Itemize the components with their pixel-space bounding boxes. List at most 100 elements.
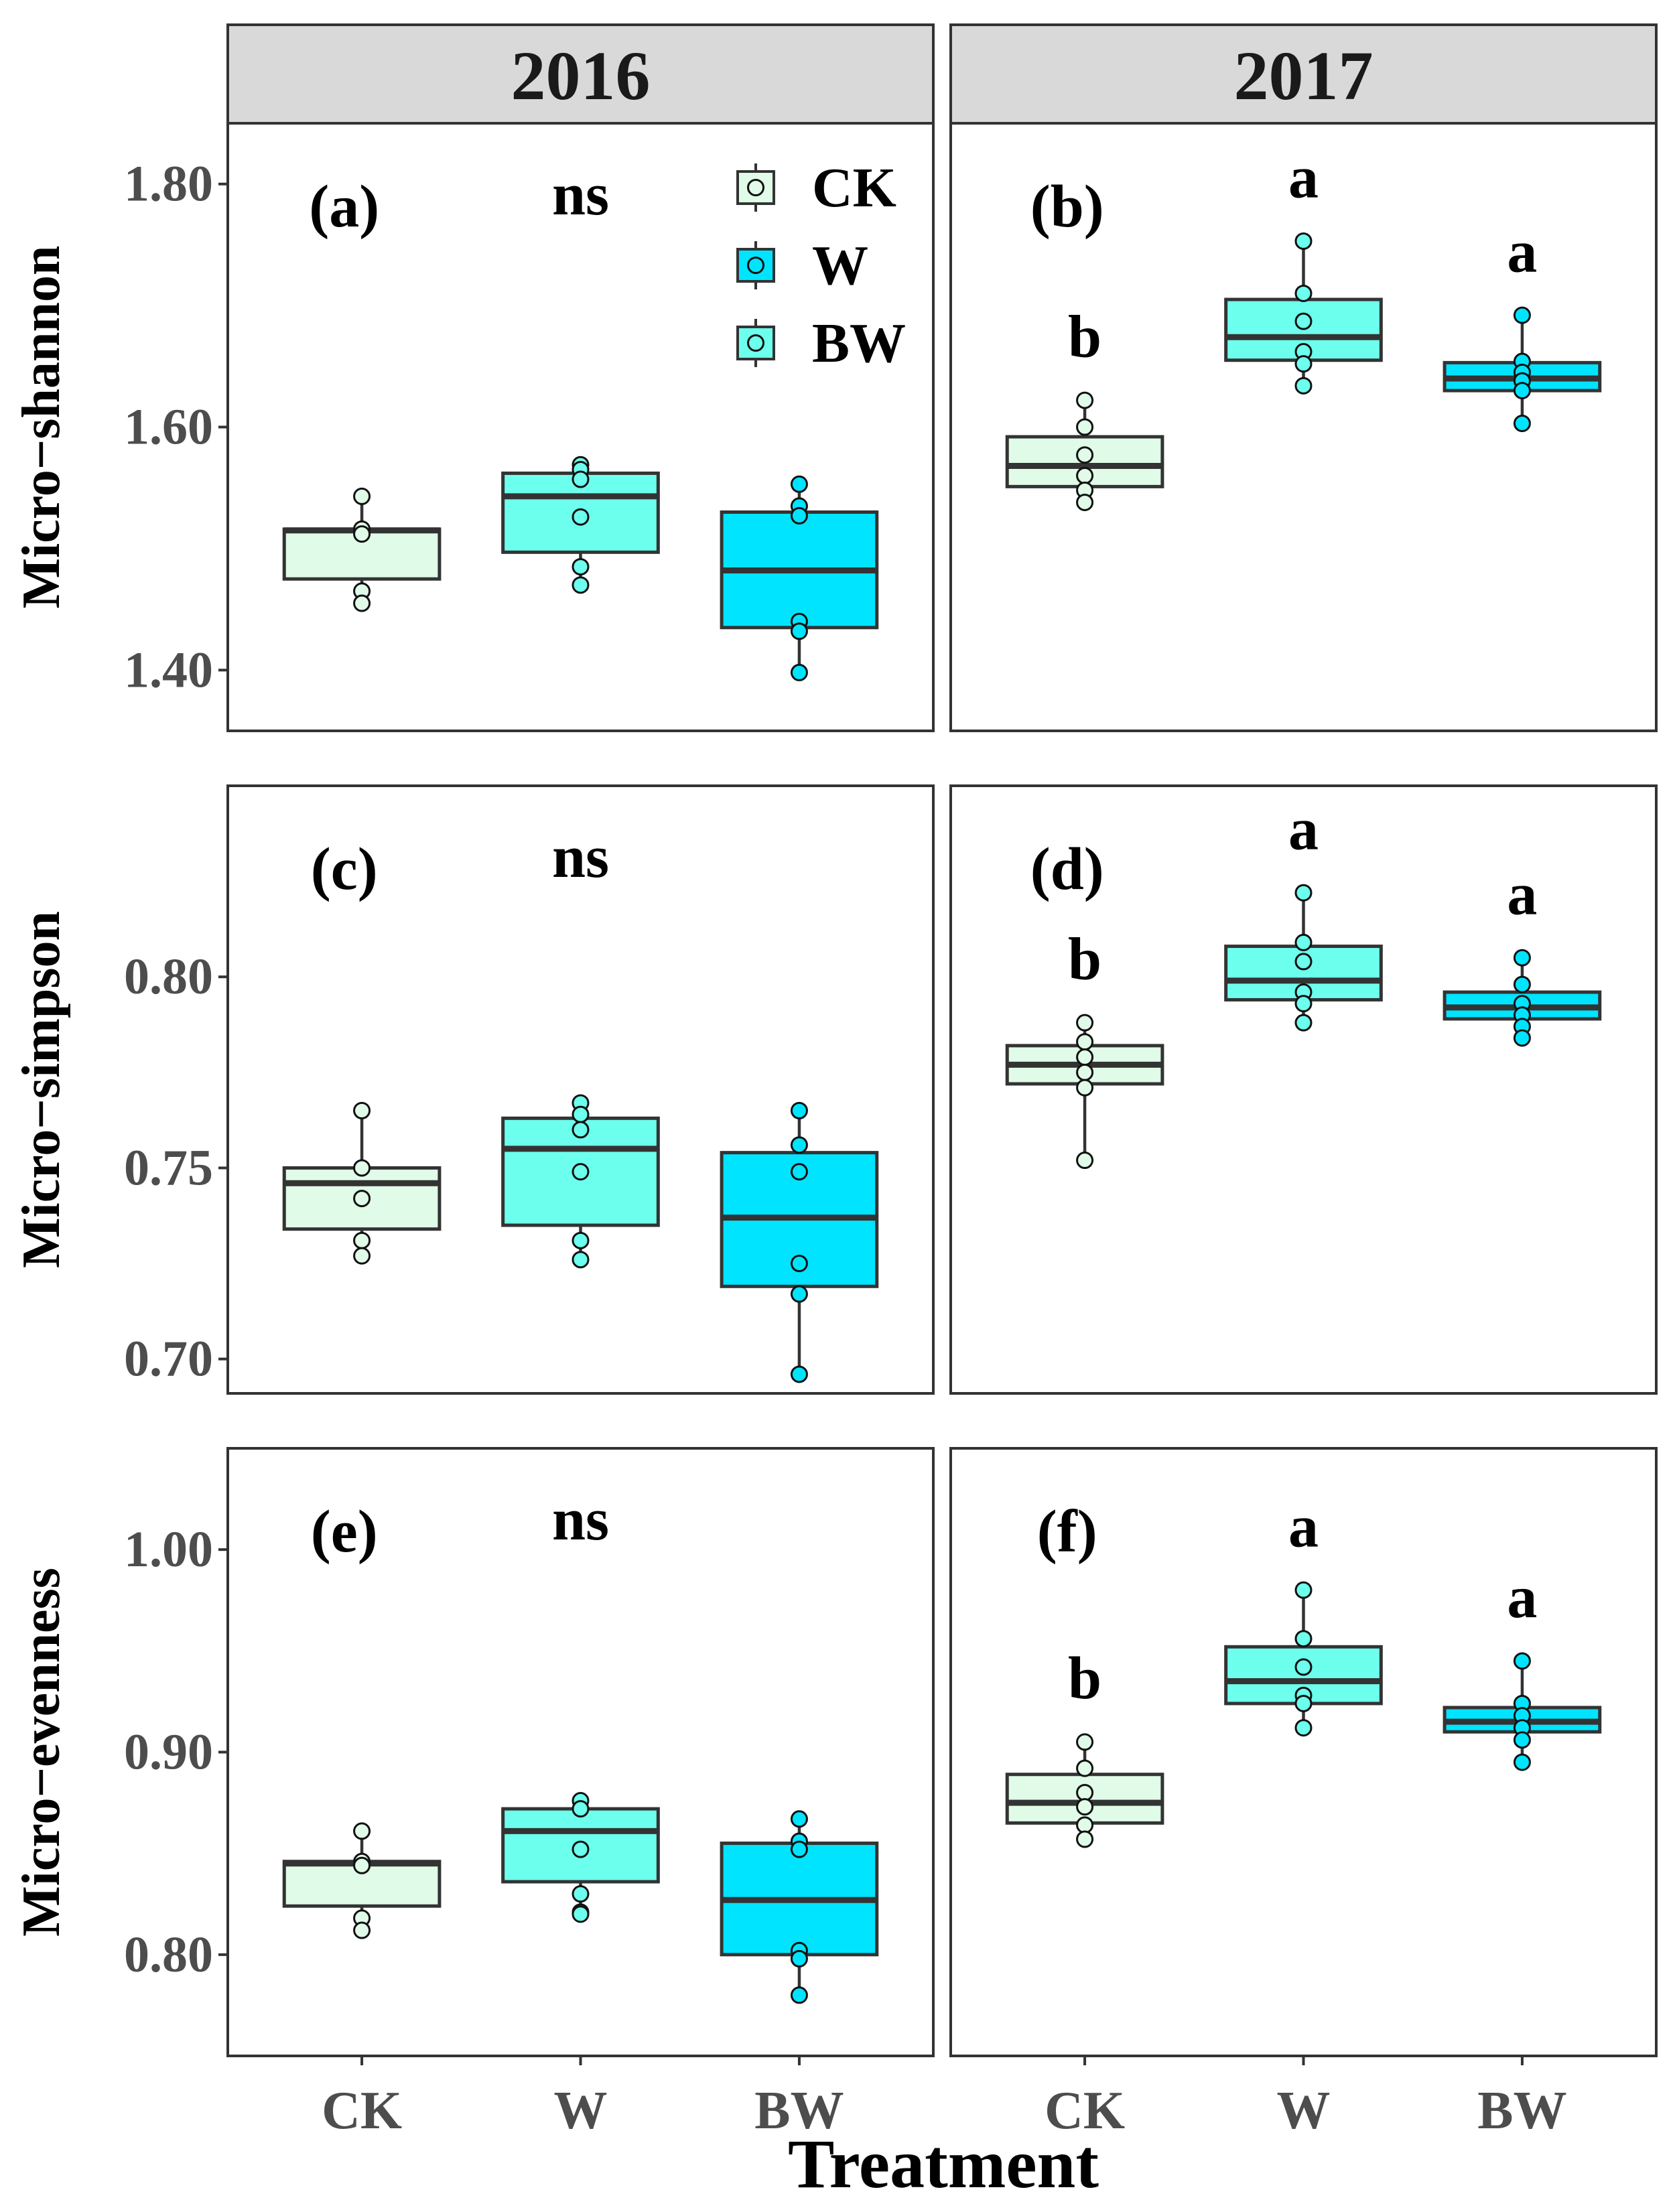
box-ck [1005, 391, 1164, 511]
box-w [1224, 232, 1383, 395]
panel-frame [949, 784, 1658, 1395]
significance-letter-ck: b [1068, 1645, 1101, 1712]
significance-label: ns [552, 1487, 609, 1553]
y-axis-label: Micro−simpson [12, 911, 71, 1268]
data-point [1513, 975, 1531, 993]
data-point [353, 487, 371, 505]
data-point [1076, 1733, 1094, 1751]
data-point [1076, 1830, 1094, 1848]
panel-background [951, 1448, 1656, 2056]
box-bw [1443, 306, 1602, 433]
x-axis-title: Treatment [788, 2126, 1099, 2203]
box-w [1224, 1581, 1383, 1737]
data-point [1076, 467, 1094, 485]
y-tick-label: 0.70 [124, 1331, 213, 1387]
data-point [1294, 953, 1313, 971]
x-tick-label: CK [1045, 2081, 1125, 2140]
significance-letter-w: a [1288, 1493, 1319, 1560]
data-point [353, 594, 371, 612]
panel-tag: (c) [311, 836, 378, 902]
data-point [790, 1986, 808, 2004]
data-point [572, 1840, 590, 1858]
panel-tag: (f) [1037, 1499, 1097, 1565]
data-point [353, 1159, 371, 1177]
y-tick-label: 1.80 [124, 156, 213, 212]
significance-letter-ck: b [1068, 926, 1101, 992]
legend-item-ck: CK [736, 157, 896, 219]
legend-item-bw: BW [736, 312, 906, 374]
data-point [1076, 1063, 1094, 1081]
y-tick-label: 1.40 [124, 642, 213, 698]
data-point [790, 1810, 808, 1828]
strip-label-2016: 2016 [511, 38, 651, 115]
strip-label-2017: 2017 [1234, 38, 1373, 115]
data-point [1076, 493, 1094, 511]
data-point [1076, 418, 1094, 436]
x-tick-label: CK [322, 2081, 402, 2140]
data-point [1294, 376, 1313, 395]
data-point [353, 525, 371, 543]
data-point [1513, 1753, 1531, 1771]
data-point [1294, 1719, 1313, 1737]
data-point [1076, 1783, 1094, 1801]
data-point [790, 1285, 808, 1303]
data-point [1294, 933, 1313, 951]
panel-background [228, 786, 933, 1393]
data-point [572, 470, 590, 488]
data-point [1513, 382, 1531, 400]
data-point [1294, 284, 1313, 302]
data-point [1294, 312, 1313, 330]
data-point [1076, 1798, 1094, 1816]
data-point [572, 1121, 590, 1139]
y-axis-label: Micro−evenness [12, 1568, 71, 1937]
data-point [790, 1840, 808, 1858]
data-point [572, 1251, 590, 1269]
y-tick-label: 1.00 [124, 1521, 213, 1578]
box-w [501, 456, 660, 594]
significance-letter-ck: b [1068, 303, 1101, 370]
data-point [1294, 884, 1313, 902]
panel-d: (d) b a a [949, 784, 1658, 1395]
y-tick-label: 0.80 [124, 1927, 213, 1983]
data-point [572, 1800, 590, 1818]
legend-item-w: W [736, 234, 868, 297]
data-point [572, 508, 590, 526]
panel-background [951, 123, 1656, 731]
data-point [790, 1949, 808, 1967]
x-tick-label: BW [1477, 2081, 1566, 2140]
data-point [1294, 995, 1313, 1013]
data-point [1076, 391, 1094, 409]
data-point [353, 1190, 371, 1208]
panel-frame [949, 122, 1658, 732]
data-point [1513, 1029, 1531, 1047]
panel-f: (f) b a a CK W BW [949, 1447, 1658, 2140]
data-point [790, 663, 808, 681]
significance-letter-w: a [1288, 796, 1319, 862]
data-point [790, 475, 808, 493]
data-point [1076, 1759, 1094, 1777]
data-point [1076, 1033, 1094, 1051]
box-bw [720, 1101, 879, 1383]
legend-key-point [747, 257, 764, 274]
x-tick-label: W [1277, 2081, 1331, 2140]
data-point [1076, 1048, 1094, 1066]
y-tick-label: 1.60 [124, 399, 213, 456]
y-axis-label: Micro−shannon [12, 246, 71, 609]
panel-e: 0.80 0.90 1.00 Micro−evenness (e) ns CK W BW [12, 1447, 935, 2140]
data-point [1076, 1816, 1094, 1834]
data-point [790, 1101, 808, 1119]
data-point [353, 1247, 371, 1265]
data-point [790, 1136, 808, 1154]
significance-label: ns [552, 824, 609, 890]
data-point [572, 1885, 590, 1903]
significance-letter-bw: a [1507, 861, 1537, 927]
box-w [501, 1792, 660, 1923]
data-point [353, 1921, 371, 1939]
x-tick-label: W [554, 2081, 608, 2140]
data-point [1076, 1152, 1094, 1170]
data-point [790, 506, 808, 525]
data-point [353, 1822, 371, 1840]
legend-key-point [747, 179, 764, 196]
box-bw [1443, 1652, 1602, 1771]
